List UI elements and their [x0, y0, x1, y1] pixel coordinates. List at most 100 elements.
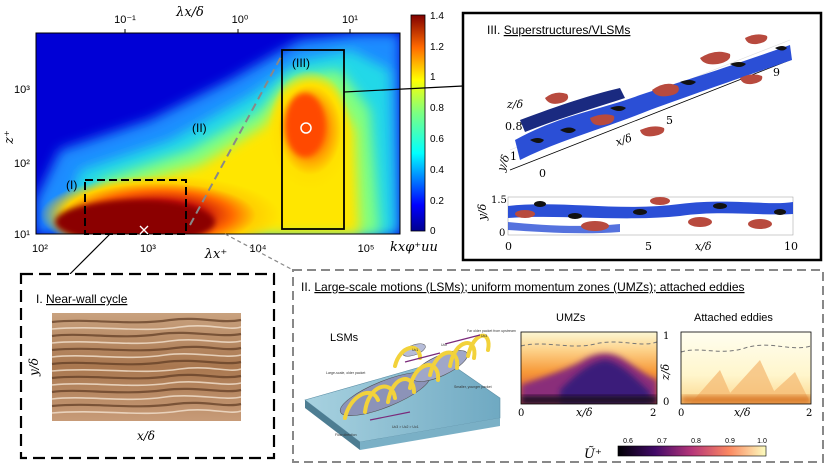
upper-y-label: y/δ — [494, 153, 512, 174]
schematic-flow-direction: Flow direction — [335, 433, 357, 437]
panel-III-prefix: III. — [487, 23, 500, 37]
schematic-large-scale: Large-scale, older packet — [326, 371, 365, 375]
connector-III — [343, 85, 464, 93]
top-tick-0: 10⁻¹ — [114, 14, 136, 26]
umz-colorbar-tick-4: 1.0 — [757, 438, 767, 445]
colorbar-tick-4: 0.6 — [430, 134, 444, 145]
vlsm-planar-view — [507, 196, 794, 236]
umz-x-tick-1: 2 — [650, 408, 656, 419]
umz-z-tick-1: 0 — [663, 397, 669, 408]
schematic-convect: Uc3 > Uc2 > Uc1 — [392, 425, 419, 429]
lower-y-label: y/δ — [476, 203, 489, 221]
upper-z-tick: 0.8 — [505, 120, 523, 133]
region-label-II: (II) — [192, 121, 207, 135]
colorbar-tick-2: 1 — [430, 72, 436, 83]
lower-y-tick-1: 0 — [499, 228, 505, 239]
colorbar-tick-1: 1.2 — [430, 42, 444, 53]
connector-I — [69, 233, 111, 275]
colorbar-tick-7: 0 — [430, 226, 436, 237]
svg-text:II. Large-scale motions (LSMs): II. Large-scale motions (LSMs); uniform … — [301, 280, 745, 294]
attached-x-label: x/δ — [734, 406, 751, 419]
lower-x-tick-2: 10 — [784, 240, 798, 253]
panel-III: III. Superstructures/VLSMs — [461, 11, 823, 262]
colorbar-tick-0: 1.4 — [430, 11, 444, 22]
upper-x-label: x/δ — [614, 131, 634, 149]
umz-z-label: z/δ — [659, 364, 672, 382]
upper-x-tick-0: 5 — [666, 114, 673, 127]
region-label-I: (I) — [66, 178, 77, 192]
umz-colorbar-tick-3: 0.9 — [725, 438, 735, 445]
y-tick-0: 10³ — [14, 84, 30, 96]
panel-II: II. Large-scale motions (LSMs); uniform … — [292, 269, 824, 463]
colorbar-tick-6: 0.2 — [430, 196, 444, 207]
schematic-uc3: Uc3 — [481, 334, 487, 338]
peak-marker-cross — [139, 225, 149, 235]
panel-II-title: Large-scale motions (LSMs); uniform mome… — [314, 280, 744, 294]
top-tick-2: 10¹ — [342, 14, 358, 26]
umz-colorbar: Ũ⁺ 0.6 0.7 0.8 0.9 1.0 — [584, 438, 767, 462]
upper-z-label: z/δ — [506, 98, 524, 111]
umz-x-label: x/δ — [576, 406, 593, 419]
left-axis: 10³ 10² 10¹ z⁺ — [2, 84, 30, 241]
near-wall-streaks-image — [51, 313, 242, 421]
top-axis: 10⁻¹ 10⁰ 10¹ λx/δ — [114, 5, 358, 33]
schematic-uc2: Uc2 — [441, 343, 447, 347]
lsm-label: LSMs — [330, 332, 359, 344]
attached-x-tick-0: 0 — [678, 408, 684, 419]
region-label-III: (III) — [292, 56, 310, 70]
region-III-box — [281, 49, 345, 230]
panel-I-title: Near-wall cycle — [46, 292, 128, 306]
colorbar-label: kxφ⁺uu — [390, 240, 438, 255]
panel-III-title: Superstructures/VLSMs — [504, 23, 631, 37]
umz-colorbar-tick-2: 0.8 — [691, 438, 701, 445]
lower-x-tick-0: 0 — [505, 240, 512, 253]
bottom-axis: 10² 10³ 10⁴ 10⁵ λx⁺ — [32, 243, 374, 262]
y-axis-label: z⁺ — [2, 130, 17, 145]
vlsm-3d-rendering — [509, 34, 792, 171]
upper-x-tick-1: 9 — [773, 66, 780, 79]
spectrogram-colorbar: 1.4 1.2 1 0.8 0.6 0.4 0.2 0 kxφ⁺uu — [390, 11, 444, 255]
region-I-box — [84, 179, 187, 235]
panel-I-y-label: y/δ — [27, 358, 41, 377]
umz-colorbar-tick-0: 0.6 — [623, 438, 633, 445]
svg-text:I. Near-wall cycle: I. Near-wall cycle — [36, 292, 128, 306]
umz-colorbar-label: Ũ⁺ — [584, 446, 602, 462]
umz-field — [520, 331, 658, 405]
attached-x-tick-1: 2 — [806, 408, 812, 419]
panel-I: I. Near-wall cycle y/δ — [19, 272, 276, 460]
x-axis-label: λx⁺ — [204, 247, 227, 262]
schematic-uc1: Uc1 — [412, 348, 418, 352]
upper-y-tick-1: 0 — [539, 167, 546, 180]
x-tick-2: 10⁴ — [250, 243, 267, 255]
attached-eddies-field — [680, 331, 812, 405]
attached-eddies-label: Attached eddies — [694, 312, 773, 324]
upper-y-tick-0: 1 — [510, 150, 517, 163]
region-II-dashed-line — [189, 54, 283, 226]
umz-label: UMZs — [556, 312, 586, 324]
spectrogram-heatmap — [36, 33, 400, 234]
umz-colorbar-tick-1: 0.7 — [657, 438, 667, 445]
top-tick-1: 10⁰ — [232, 14, 249, 26]
top-axis-label: λx/δ — [175, 5, 204, 20]
svg-text:III. Superstructures/VLSMs: III. Superstructures/VLSMs — [487, 23, 630, 37]
x-tick-1: 10³ — [140, 243, 156, 255]
connector-II — [224, 233, 294, 271]
schematic-far-older: Far older packet from upstream — [467, 329, 516, 333]
umz-x-tick-0: 0 — [518, 408, 524, 419]
lower-x-tick-1: 5 — [645, 240, 652, 253]
colorbar-tick-5: 0.4 — [430, 165, 444, 176]
panel-I-x-label: x/δ — [137, 429, 155, 443]
y-tick-2: 10¹ — [14, 229, 30, 241]
umz-z-tick-0: 1 — [663, 331, 669, 342]
lower-x-label: x/δ — [695, 240, 712, 253]
peak-marker-circle — [300, 122, 312, 134]
lower-y-tick-0: 1.5 — [491, 195, 507, 206]
x-tick-0: 10² — [32, 243, 48, 255]
y-tick-1: 10² — [14, 158, 30, 170]
spectrogram-panel: (I) (II) (III) 10⁻¹ 10⁰ 10¹ λx/δ 10³ 10²… — [2, 5, 444, 262]
schematic-smaller: Smaller, younger packet — [454, 385, 492, 389]
colorbar-tick-3: 0.8 — [430, 103, 444, 114]
panel-I-prefix: I. — [36, 292, 43, 306]
x-tick-3: 10⁵ — [358, 243, 375, 255]
